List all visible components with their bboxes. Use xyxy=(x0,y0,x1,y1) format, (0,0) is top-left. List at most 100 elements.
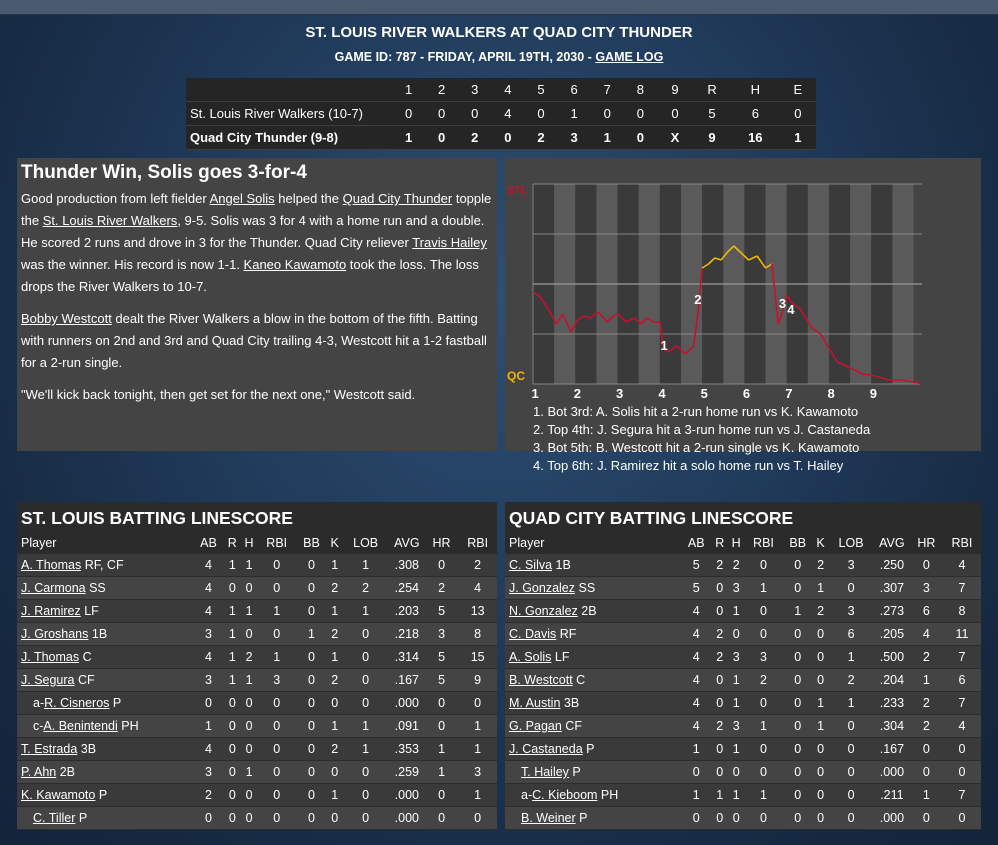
stat-cell: 0 xyxy=(922,765,930,779)
player-team-link[interactable]: Bobby Westcott xyxy=(21,311,112,326)
stl-col-h[interactable]: H xyxy=(240,532,258,554)
player-name-link[interactable]: G. Pagan xyxy=(509,719,562,733)
qc-col-hr[interactable]: HR xyxy=(909,532,943,554)
stat-cell: 0 xyxy=(228,742,236,756)
stat-cell: 4 xyxy=(474,581,482,595)
player-name-link[interactable]: M. Austin xyxy=(509,696,561,710)
player-name-link[interactable]: C. Silva xyxy=(509,558,553,572)
qc-col-h[interactable]: H xyxy=(727,532,745,554)
game-id-date: GAME ID: 787 - FRIDAY, APRIL 19TH, 2030 … xyxy=(334,50,596,64)
player-team-link[interactable]: St. Louis River Walkers xyxy=(42,213,178,228)
linescore-header-row: 1 2 3 4 5 6 7 8 9 R H E xyxy=(186,78,816,102)
stat-cell: 4 xyxy=(204,581,212,595)
stat-cell: 1 xyxy=(308,627,315,641)
player-position: P xyxy=(95,788,108,802)
player-name-link[interactable]: B. Weiner xyxy=(521,811,576,825)
stl-col-r[interactable]: R xyxy=(223,532,241,554)
linescore-col-h: H xyxy=(750,82,761,97)
player-team-link[interactable]: Kaneo Kawamoto xyxy=(243,257,347,272)
stl-col-lob[interactable]: LOB xyxy=(342,532,389,554)
player-name-link[interactable]: T. Estrada xyxy=(21,742,78,756)
linescore-col-4: 4 xyxy=(504,82,512,97)
player-name-link[interactable]: A. Solis xyxy=(509,650,552,664)
player-name-link[interactable]: C. Kieboom xyxy=(532,788,598,802)
player-cell: A. Solis LF xyxy=(505,646,681,669)
player-name-link[interactable]: C. Davis xyxy=(509,627,557,641)
qc-batting-table: Player AB R H RBI BB K LOB AVG HR RBI C. Silva 1B 5… xyxy=(505,532,981,830)
player-name-link[interactable]: N. Gonzalez xyxy=(509,604,578,618)
player-name-link[interactable]: B. Westcott xyxy=(509,673,573,687)
x-tick-label: 1 xyxy=(531,386,538,401)
player-cell: M. Austin 3B xyxy=(505,692,681,715)
player-name-link[interactable]: J. Segura xyxy=(21,673,75,687)
x-tick-label: 8 xyxy=(827,386,834,401)
linescore-cell: 2 xyxy=(471,130,479,145)
stl-col-player[interactable]: Player xyxy=(17,532,193,554)
player-name-link[interactable]: A. Thomas xyxy=(21,558,82,572)
stl-col-ab[interactable]: AB xyxy=(193,532,224,554)
stl-col-k[interactable]: K xyxy=(326,532,343,554)
linescore-cell: 0 xyxy=(504,130,512,145)
stat-cell: 0 xyxy=(817,673,825,687)
qc-col-avg[interactable]: AVG xyxy=(873,532,910,554)
qc-col-rbi[interactable]: RBI xyxy=(942,532,981,554)
player-cell: a-C. Kieboom PH xyxy=(505,784,681,807)
qc-col-ab[interactable]: AB xyxy=(681,532,712,554)
player-team-link[interactable]: Angel Solis xyxy=(209,191,275,206)
qc-col-bb[interactable]: BB xyxy=(782,532,813,554)
stl-col-bb[interactable]: BB xyxy=(296,532,327,554)
wp-line-segment xyxy=(701,263,709,269)
stat-cell: 0 xyxy=(692,765,700,779)
qc-col-player[interactable]: Player xyxy=(505,532,681,554)
qc-col-rbi[interactable]: RBI xyxy=(744,532,783,554)
stat-cell: 15 xyxy=(470,650,485,664)
linescore-row: St. Louis River Walkers (10-7) 0 0 0 4 0 1 0 0 0 5… xyxy=(186,102,816,126)
player-name-link[interactable]: K. Kawamoto xyxy=(21,788,96,802)
stat-cell: 0 xyxy=(716,581,724,595)
stl-col-hr[interactable]: HR xyxy=(424,532,459,554)
stat-cell: 0 xyxy=(794,650,802,664)
player-team-link[interactable]: Quad City Thunder xyxy=(342,191,453,206)
player-name-link[interactable]: J. Castaneda xyxy=(509,742,583,756)
stat-cell: .233 xyxy=(879,696,905,710)
stat-cell: 1 xyxy=(228,558,236,572)
x-tick-label: 2 xyxy=(574,386,581,401)
player-name-link[interactable]: T. Hailey xyxy=(521,765,569,779)
player-name-link[interactable]: R. Cisneros xyxy=(44,696,110,710)
wp-line-segment xyxy=(640,317,648,325)
player-cell: C. Tiller P xyxy=(17,807,193,830)
player-name-link[interactable]: C. Tiller xyxy=(33,811,76,825)
stl-player-row: J. Segura CF 3 1 1 3 0 2 0 .167 5 9 xyxy=(17,668,497,692)
stat-cell: 0 xyxy=(362,650,370,664)
stl-col-avg[interactable]: AVG xyxy=(388,532,425,554)
qc-col-r[interactable]: R xyxy=(711,532,728,554)
player-name-link[interactable]: A. Benintendi xyxy=(43,719,118,733)
stat-cell: 1 xyxy=(847,650,855,664)
stat-cell: 0 xyxy=(847,719,855,733)
qc-col-lob[interactable]: LOB xyxy=(828,532,874,554)
qc-col-k[interactable]: K xyxy=(812,532,829,554)
player-team-link[interactable]: Travis Hailey xyxy=(412,235,487,250)
stat-cell: 0 xyxy=(245,719,253,733)
stat-cell: 1 xyxy=(692,742,700,756)
stat-cell: 3 xyxy=(732,719,740,733)
stat-cell: 4 xyxy=(204,742,212,756)
stat-cell: 0 xyxy=(362,696,370,710)
player-name-link[interactable]: P. Ahn xyxy=(21,765,57,779)
player-name-link[interactable]: J. Carmona xyxy=(21,581,86,595)
stat-cell: 1 xyxy=(759,788,767,802)
player-name-link[interactable]: J. Thomas xyxy=(21,650,80,664)
linescore-team-name[interactable]: Quad City Thunder (9-8) xyxy=(190,130,339,145)
player-name-link[interactable]: J. Ramirez xyxy=(21,604,81,618)
linescore-row: Quad City Thunder (9-8) 1 0 2 0 2 3 1 0 X 9 16 1 xyxy=(186,126,816,150)
linescore-team-name[interactable]: St. Louis River Walkers (10-7) xyxy=(190,106,363,121)
stat-cell: 1 xyxy=(362,558,370,572)
player-name-link[interactable]: J. Gonzalez xyxy=(509,581,576,595)
player-name-link[interactable]: J. Groshans xyxy=(21,627,89,641)
game-log-link[interactable]: GAME LOG xyxy=(595,50,664,64)
stl-col-rbi[interactable]: RBI xyxy=(458,532,497,554)
qc-batting-title: QUAD CITY BATTING LINESCORE xyxy=(505,502,981,532)
stat-cell: .091 xyxy=(394,719,419,733)
stl-col-rbi[interactable]: RBI xyxy=(257,532,297,554)
linescore-col-3: 3 xyxy=(471,82,479,97)
